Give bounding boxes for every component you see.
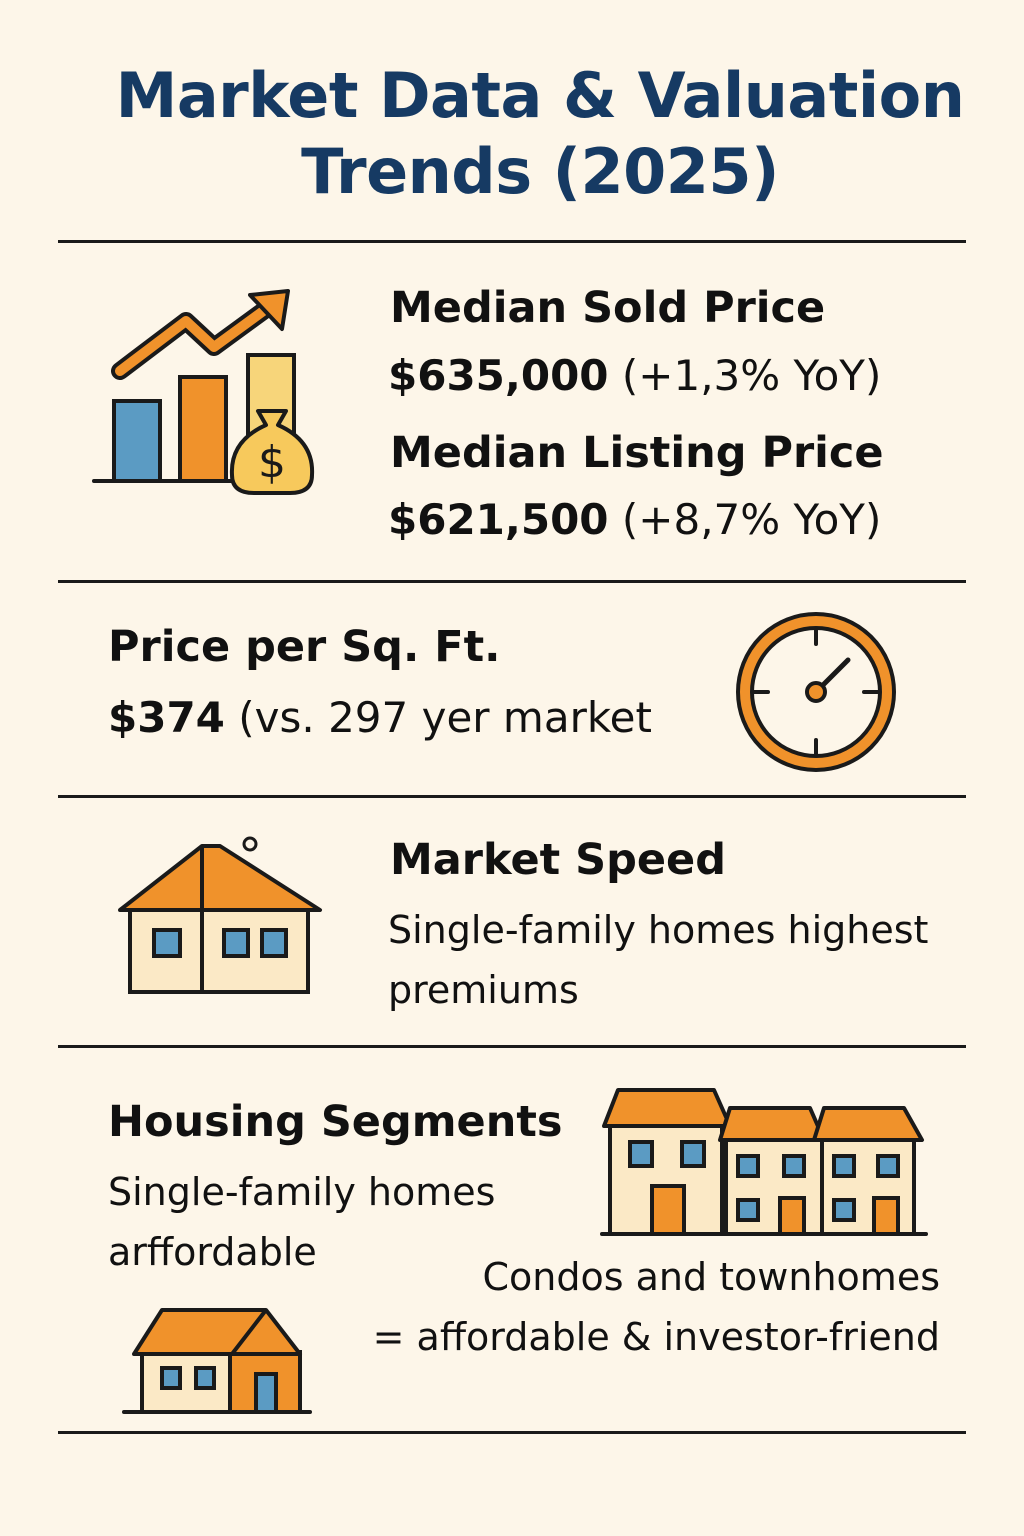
divider bbox=[58, 240, 966, 243]
median-listing-price-value: $621,500 bbox=[388, 495, 609, 544]
divider bbox=[58, 795, 966, 798]
median-sold-price-change: (+1,3% YoY) bbox=[621, 351, 882, 400]
growth-chart-with-money-bag-icon: $ bbox=[92, 289, 315, 495]
title-line-1: Market Data & Valuation bbox=[115, 59, 965, 132]
price-per-sqft-comparison: (vs. 297 yer market bbox=[238, 693, 652, 742]
single-family-text: Single-family homes arffordable bbox=[108, 1170, 496, 1274]
condos-line-2: = affordable & investor-friend bbox=[372, 1315, 940, 1359]
condos-text: Condos and townhomes = affordable & inve… bbox=[370, 1247, 940, 1367]
small-house-icon bbox=[122, 1308, 312, 1414]
median-listing-price-change: (+8,7% YoY) bbox=[621, 495, 882, 544]
median-sold-price-heading: Median Sold Price bbox=[390, 283, 826, 333]
divider bbox=[58, 580, 966, 583]
divider bbox=[58, 1045, 966, 1048]
svg-text:$: $ bbox=[258, 437, 286, 488]
median-listing-price-row: $621,500 (+8,7% YoY) bbox=[388, 495, 881, 545]
housing-segments-heading: Housing Segments bbox=[108, 1097, 563, 1147]
median-listing-price-heading: Median Listing Price bbox=[390, 428, 884, 478]
row-of-townhouses-icon bbox=[600, 1088, 928, 1236]
price-per-sqft-heading: Price per Sq. Ft. bbox=[108, 622, 501, 672]
title-line-2: Trends (2025) bbox=[301, 135, 779, 208]
median-sold-price-row: $635,000 (+1,3% YoY) bbox=[388, 351, 881, 401]
condos-line-1: Condos and townhomes bbox=[482, 1255, 940, 1299]
market-speed-text: Single-family homes highest premiums bbox=[388, 908, 929, 1012]
clock-gauge-icon bbox=[736, 612, 896, 772]
house-icon bbox=[118, 836, 322, 994]
price-per-sqft-row: $374 (vs. 297 yer market bbox=[108, 693, 652, 743]
market-speed-heading: Market Speed bbox=[390, 835, 727, 885]
page-title: Market Data & Valuation Trends (2025) bbox=[60, 58, 1020, 210]
divider bbox=[58, 1431, 966, 1434]
median-sold-price-value: $635,000 bbox=[388, 351, 609, 400]
price-per-sqft-value: $374 bbox=[108, 693, 225, 742]
